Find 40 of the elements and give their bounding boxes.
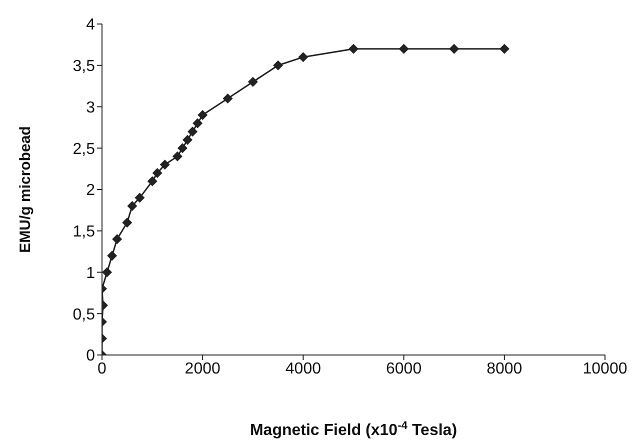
point — [102, 267, 112, 278]
x-tick-label: 4000 — [285, 360, 322, 378]
point — [499, 44, 510, 54]
point — [192, 118, 203, 128]
point — [298, 52, 308, 62]
x-axis-title: Magnetic Field (x10$^{-4}$ Tesla) — [250, 420, 458, 439]
x-tick-label: 8000 — [486, 360, 522, 378]
point — [198, 110, 208, 120]
x-tick-label: 0 — [98, 360, 107, 378]
point — [172, 151, 182, 162]
point — [177, 143, 188, 154]
point — [222, 93, 233, 104]
point — [134, 192, 145, 203]
x-tick-label: 6000 — [386, 360, 422, 378]
y-tick-label: 1,5 — [72, 224, 96, 241]
y-tick-label: 1 — [86, 264, 96, 282]
point — [248, 76, 258, 87]
point — [122, 218, 132, 228]
point — [188, 126, 198, 137]
y-tick-label: 0,5 — [72, 306, 96, 324]
point — [107, 250, 118, 261]
point — [449, 44, 460, 54]
y-tick-label: 4 — [86, 16, 96, 34]
point — [348, 44, 358, 54]
point — [398, 44, 409, 54]
point — [182, 134, 193, 145]
y-tick-label: 0 — [86, 348, 96, 365]
x-tick-label: 10000 — [582, 360, 628, 378]
point — [112, 234, 122, 244]
point — [152, 168, 162, 178]
point — [127, 201, 138, 212]
point — [273, 60, 284, 70]
x-tick-label: 2000 — [184, 360, 220, 378]
point — [160, 160, 170, 170]
y-tick-label: 3 — [86, 99, 96, 116]
y-tick-label: 2 — [86, 182, 96, 200]
y-tick-label: 2,5 — [72, 140, 96, 158]
y-tick-label: 3,5 — [72, 58, 96, 76]
y-axis-title: EMU/g microbead — [17, 126, 34, 253]
point — [147, 176, 158, 186]
